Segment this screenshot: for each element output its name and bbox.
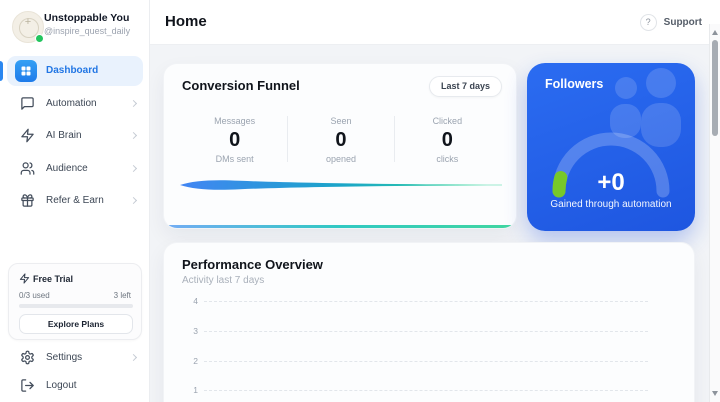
y-axis-tick: 4: [193, 296, 198, 306]
stat-sublabel: opened: [325, 154, 357, 164]
followers-value: +0: [597, 169, 625, 196]
profile-button[interactable]: Unstoppable You @inspire_quest_daily: [12, 10, 142, 44]
settings-button[interactable]: Settings: [7, 344, 143, 370]
zap-icon: [19, 273, 30, 284]
chevron-right-icon: [129, 164, 138, 173]
sidebar-item-label: Automation: [46, 98, 97, 109]
scroll-down-arrow-icon[interactable]: [712, 391, 718, 396]
funnel-card-title: Conversion Funnel: [182, 78, 300, 93]
gridline: [204, 390, 648, 391]
top-header: Home ? Support: [150, 0, 720, 45]
performance-overview-card: Performance Overview Activity last 7 day…: [163, 242, 695, 402]
followers-title: Followers: [545, 77, 604, 91]
stat-sublabel: DMs sent: [215, 154, 254, 164]
avatar: [12, 11, 44, 43]
sidebar-item-automation[interactable]: Automation: [7, 90, 143, 118]
explore-plans-button[interactable]: Explore Plans: [19, 314, 133, 334]
chevron-right-icon: [129, 131, 138, 140]
logout-button[interactable]: Logout: [7, 372, 143, 398]
stat-value: 0: [229, 129, 241, 151]
chevron-right-icon: [129, 99, 138, 108]
scrollbar-thumb[interactable]: [712, 40, 718, 136]
scrollbar-top-spacer: [709, 0, 720, 24]
date-range-button[interactable]: Last 7 days: [428, 76, 502, 97]
trial-title: Free Trial: [33, 274, 74, 284]
page-title: Home: [165, 13, 207, 30]
divider: [287, 116, 289, 162]
help-icon: ?: [639, 13, 657, 31]
sidebar-item-label: Audience: [46, 163, 88, 174]
scroll-up-arrow-icon[interactable]: [712, 30, 718, 35]
y-axis-tick: 2: [193, 356, 198, 366]
online-status-dot: [35, 34, 44, 43]
trial-remaining: 3 left: [113, 291, 131, 300]
funnel-stats-row: Messages 0 DMs sent Seen 0 opened Clicke…: [182, 112, 500, 172]
stat-sublabel: clicks: [436, 154, 459, 164]
people-background-icon: [610, 68, 681, 147]
support-label: Support: [663, 16, 702, 28]
sidebar-item-dashboard[interactable]: Dashboard: [7, 56, 143, 86]
divider: [393, 116, 395, 162]
performance-subtitle: Activity last 7 days: [182, 275, 265, 286]
chart-gridline-row: 3: [164, 326, 694, 343]
sidebar: Unstoppable You @inspire_quest_daily Das…: [0, 0, 150, 402]
chart-gridline-row: 4: [164, 296, 694, 313]
trial-progress-bar: [19, 304, 133, 308]
followers-card: Followers +0 Gained through automation: [527, 63, 695, 231]
gear-icon: [21, 350, 34, 365]
gift-icon: [21, 194, 34, 207]
gridline: [204, 331, 648, 332]
stat-label: Seen: [330, 116, 352, 126]
sidebar-item-label: AI Brain: [46, 130, 82, 141]
stat-seen: Seen 0 opened: [288, 112, 393, 172]
stat-clicked: Clicked 0 clicks: [395, 112, 500, 172]
stat-label: Clicked: [432, 116, 463, 126]
vertical-scrollbar[interactable]: [709, 24, 720, 402]
zap-icon: [21, 128, 34, 143]
y-axis-tick: 1: [193, 385, 198, 395]
people-icon: [20, 162, 35, 175]
sidebar-item-ai-brain[interactable]: AI Brain: [7, 122, 143, 150]
card-gradient-border: [164, 225, 516, 228]
trial-usage: 0/3 used: [19, 291, 50, 300]
free-trial-card: Free Trial 0/3 used 3 left Explore Plans: [8, 263, 142, 340]
chart-gridline-row: 2: [164, 356, 694, 373]
stat-value: 0: [335, 129, 347, 151]
stat-label: Messages: [214, 116, 256, 126]
support-button[interactable]: ? Support: [639, 12, 702, 32]
gridline: [204, 361, 648, 362]
performance-title: Performance Overview: [182, 257, 323, 272]
chat-bubble-icon: [21, 97, 34, 110]
sidebar-item-label: Refer & Earn: [46, 195, 104, 206]
chevron-right-icon: [129, 196, 138, 205]
funnel-lens-graphic: [180, 180, 502, 190]
chart-gridline-row: 1: [164, 385, 694, 402]
profile-handle: @inspire_quest_daily: [44, 26, 131, 36]
stat-value: 0: [441, 129, 453, 151]
sidebar-item-label: Dashboard: [46, 65, 99, 76]
followers-caption: Gained through automation: [550, 199, 672, 210]
sidebar-item-audience[interactable]: Audience: [7, 155, 143, 183]
stat-messages: Messages 0 DMs sent: [182, 112, 287, 172]
chevron-right-icon: [129, 353, 138, 362]
logout-label: Logout: [46, 380, 77, 391]
dashboard-grid-icon: [15, 60, 37, 82]
settings-label: Settings: [46, 352, 83, 363]
conversion-funnel-card: Conversion Funnel Last 7 days Messages 0…: [163, 63, 517, 229]
profile-name: Unstoppable You: [44, 12, 130, 24]
y-axis-tick: 3: [193, 326, 198, 336]
followers-gauge: [552, 132, 670, 198]
sidebar-item-refer-earn[interactable]: Refer & Earn: [7, 187, 143, 215]
active-nav-accent: [0, 61, 3, 81]
gridline: [204, 301, 648, 302]
logout-icon: [21, 379, 34, 392]
